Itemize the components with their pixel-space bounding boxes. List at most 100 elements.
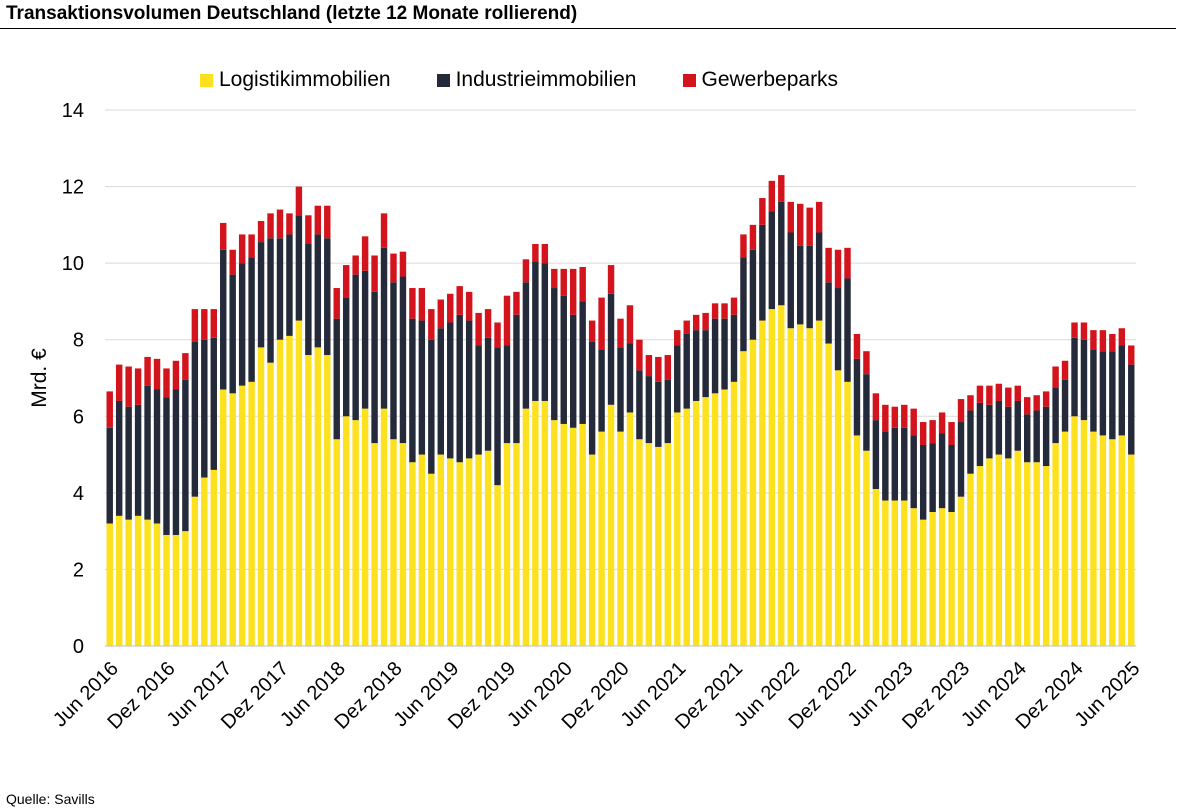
bar-segment-logistik	[948, 512, 955, 646]
bar-segment-logistik	[711, 393, 719, 646]
bar-segment-logistik	[1099, 435, 1107, 646]
bar-segment-logistik	[598, 431, 605, 646]
bar-segment-gewerbeparks	[976, 385, 984, 403]
bar-segment-industrie	[267, 238, 274, 363]
bar-segment-industrie	[390, 282, 397, 440]
legend-item-logistik: Logistikimmobilien	[200, 68, 391, 92]
bar-segment-logistik	[1109, 439, 1116, 646]
bar-segment-logistik	[891, 500, 899, 646]
bar-segment-gewerbeparks	[475, 312, 482, 346]
bar-segment-gewerbeparks	[560, 268, 567, 296]
bar-segment-logistik	[191, 496, 199, 646]
bar-segment-logistik	[806, 328, 813, 646]
legend-label-industrie: Industrieimmobilien	[455, 68, 637, 91]
bar-segment-industrie	[324, 238, 331, 356]
bar-segment-logistik	[607, 404, 615, 646]
bar-segment-industrie	[645, 376, 653, 444]
bar-segment-logistik	[229, 393, 236, 646]
y-tick-label: 8	[73, 330, 84, 352]
bar-segment-industrie	[305, 244, 312, 356]
bar-segment-logistik	[588, 454, 596, 646]
bar-segment-industrie	[976, 402, 984, 467]
y-tick-label: 4	[73, 483, 84, 505]
bar-segment-gewerbeparks	[579, 266, 586, 302]
bar-segment-gewerbeparks	[1080, 322, 1088, 340]
bar-segment-logistik	[797, 324, 804, 646]
bar-segment-gewerbeparks	[664, 355, 672, 380]
bar-segment-industrie	[494, 347, 501, 486]
bar-segment-industrie	[863, 374, 870, 451]
bar-segment-gewerbeparks	[749, 224, 757, 250]
bar-segment-industrie	[986, 404, 993, 459]
bar-segment-industrie	[815, 232, 823, 321]
bar-segment-logistik	[863, 450, 870, 646]
bar-segment-gewerbeparks	[503, 295, 511, 346]
bar-segment-logistik	[834, 370, 842, 646]
bar-segment-industrie	[692, 330, 700, 401]
bar-segment-logistik	[721, 389, 728, 646]
bar-segment-industrie	[711, 318, 719, 394]
bar-segment-logistik	[494, 485, 501, 646]
bar-segment-industrie	[683, 333, 690, 409]
bar-segment-industrie	[1014, 400, 1021, 451]
bar-segment-logistik	[1090, 431, 1097, 646]
bar-segment-industrie	[513, 314, 520, 444]
bar-segment-gewerbeparks	[910, 408, 917, 436]
bar-segment-gewerbeparks	[201, 309, 208, 340]
bar-segment-logistik	[787, 328, 794, 646]
bar-segment-gewerbeparks	[153, 358, 161, 390]
bar-segment-gewerbeparks	[1090, 330, 1097, 350]
bar-segment-gewerbeparks	[115, 364, 123, 401]
bar-segment-industrie	[882, 431, 889, 501]
bar-segment-industrie	[598, 349, 605, 432]
bar-segment-industrie	[409, 318, 416, 463]
bar-segment-logistik	[910, 508, 917, 646]
bar-segment-industrie	[191, 341, 199, 497]
bar-segment-industrie	[125, 406, 132, 520]
bar-segment-logistik	[759, 320, 766, 646]
bar-segment-logistik	[740, 351, 747, 646]
bar-segment-industrie	[919, 445, 927, 520]
bar-segment-industrie	[560, 295, 567, 424]
bar-segment-gewerbeparks	[380, 213, 388, 248]
bar-segment-gewerbeparks	[617, 318, 624, 348]
bar-segment-logistik	[172, 534, 180, 646]
bar-segment-logistik	[986, 458, 993, 646]
bar-segment-gewerbeparks	[1033, 395, 1040, 411]
bar-segment-logistik	[380, 408, 388, 646]
bar-segment-gewerbeparks	[1061, 360, 1069, 380]
bar-segment-industrie	[797, 245, 804, 325]
bar-segment-gewerbeparks	[106, 391, 113, 428]
bar-segment-logistik	[730, 381, 738, 646]
bar-segment-logistik	[106, 523, 113, 646]
bar-segment-industrie	[1128, 364, 1135, 455]
bar-segment-logistik	[371, 443, 378, 646]
bar-segment-logistik	[456, 462, 463, 646]
bar-segment-gewerbeparks	[390, 253, 397, 283]
bar-segment-industrie	[626, 343, 634, 413]
bar-segment-industrie	[995, 400, 1003, 455]
bar-segment-gewerbeparks	[314, 205, 322, 235]
bar-segment-logistik	[532, 400, 539, 646]
source-note: Quelle: Savills	[6, 791, 95, 807]
bar-segment-industrie	[371, 291, 378, 444]
bar-segment-logistik	[995, 454, 1003, 646]
bar-segment-logistik	[967, 473, 974, 646]
bar-segment-industrie	[1090, 349, 1097, 432]
bar-segment-industrie	[210, 337, 217, 470]
bar-segment-logistik	[134, 515, 142, 646]
bar-segment-gewerbeparks	[929, 420, 936, 444]
bar-segment-industrie	[901, 427, 908, 501]
bar-segment-gewerbeparks	[305, 215, 312, 244]
bar-segment-industrie	[929, 443, 936, 512]
bar-segment-logistik	[692, 400, 700, 646]
legend-swatch-gewerbeparks	[682, 73, 696, 87]
bar-segment-gewerbeparks	[891, 406, 899, 428]
legend-item-gewerbeparks: Gewerbeparks	[682, 68, 838, 92]
bar-segment-industrie	[106, 427, 113, 524]
bar-segment-gewerbeparks	[465, 291, 473, 321]
bar-segment-industrie	[759, 224, 766, 321]
bar-segment-logistik	[938, 508, 946, 646]
bar-segment-logistik	[1024, 462, 1031, 646]
bar-segment-gewerbeparks	[1042, 391, 1050, 407]
